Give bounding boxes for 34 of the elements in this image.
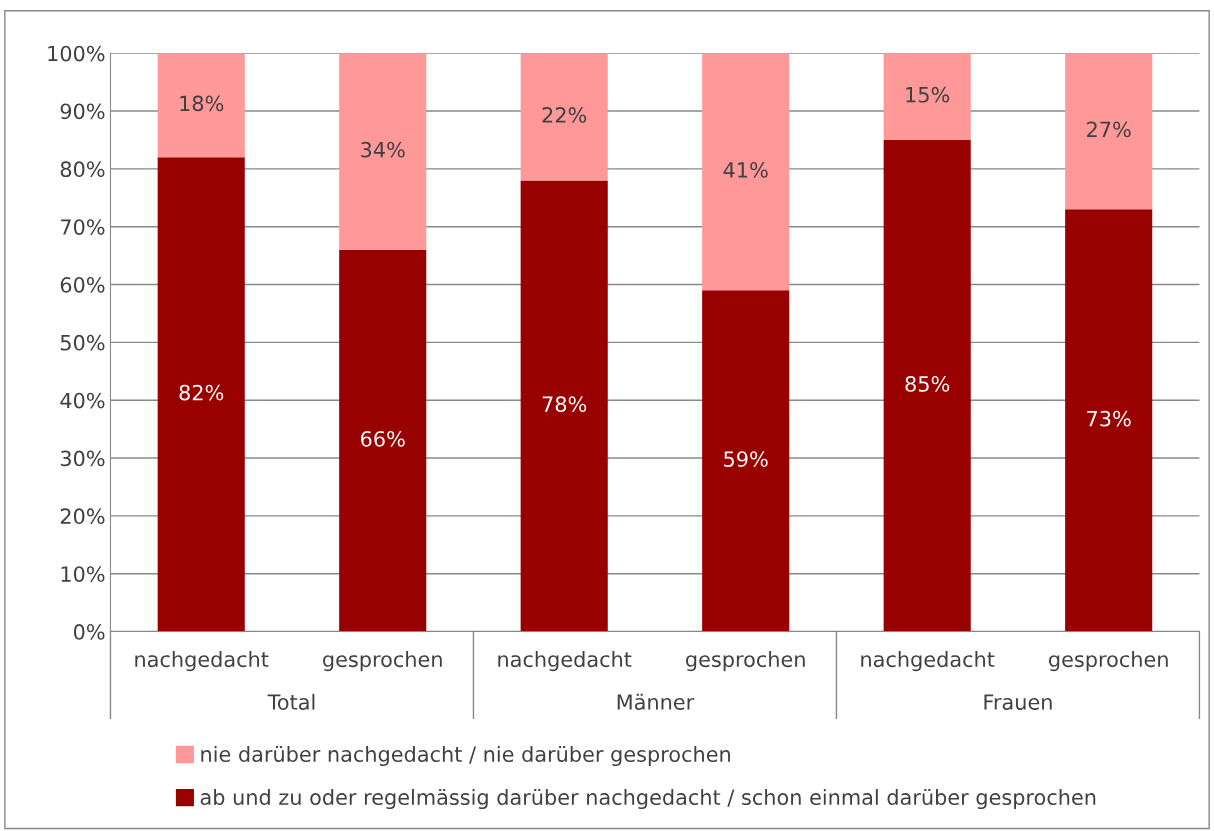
data-label: 22% [542, 107, 587, 123]
data-label: 27% [1087, 121, 1131, 138]
data-label: 73% [1087, 410, 1131, 427]
x-tick-label: nachgedacht [135, 651, 269, 672]
data-label: 59% [724, 451, 768, 467]
data-label: 66% [361, 430, 405, 447]
data-label: 34% [361, 141, 405, 158]
y-tick-label: 90% [60, 103, 105, 120]
x-tick-label: gesprochen [686, 651, 805, 672]
y-tick-label: 50% [60, 334, 105, 351]
legend-label: nie darüber nachgedacht / nie darüber gesprochen [201, 745, 730, 767]
y-tick-label: 70% [61, 219, 105, 235]
y-tick-label: 20% [60, 508, 105, 525]
y-tick-label: 100% [48, 45, 105, 62]
y-tick-label: 40% [60, 392, 105, 409]
y-tick-label: 0% [73, 624, 105, 640]
text: Total [267, 693, 315, 710]
y-tick-label: 60% [60, 276, 105, 293]
text: Männer [617, 693, 695, 710]
legend-label: ab und zu oder regelmässig darüber nachgedacht / schon einmal darüber gesprochen [200, 788, 1096, 810]
data-label: 78% [542, 396, 587, 413]
data-label: 85% [905, 376, 950, 392]
x-tick-label: nachgedacht [861, 651, 995, 672]
y-tick-label: 10% [61, 566, 105, 582]
x-tick-label: gesprochen [323, 651, 442, 672]
data-label: 15% [906, 86, 950, 103]
x-tick-label: nachgedacht [498, 651, 632, 672]
data-label: 18% [180, 95, 224, 112]
text: Frauen [984, 694, 1052, 710]
data-label: 41% [723, 162, 768, 178]
y-tick-label: 30% [60, 450, 105, 467]
data-label: 82% [179, 384, 224, 401]
y-tick-label: 80% [60, 161, 105, 178]
x-tick-label: gesprochen [1049, 651, 1168, 672]
